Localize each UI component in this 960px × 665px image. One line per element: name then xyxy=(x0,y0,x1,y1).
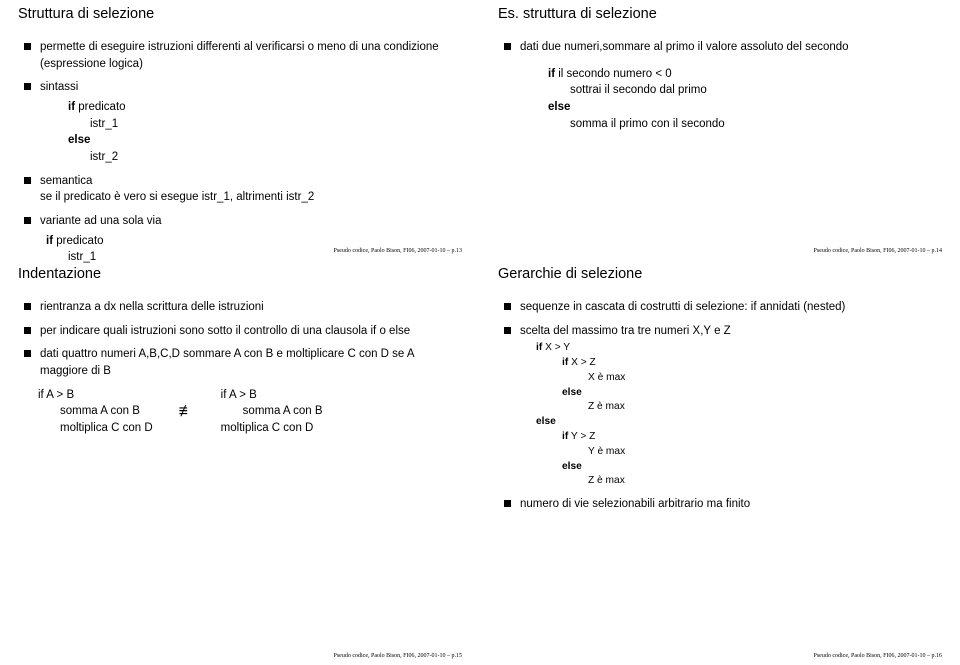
code-text: moltiplica C con D xyxy=(38,420,153,437)
bullet-text: sintassi xyxy=(40,81,78,93)
bullet-text: o xyxy=(376,325,389,337)
code-text: il secondo numero < 0 xyxy=(555,68,672,80)
slide-footer: Pseudo codice, Paolo Bison, FI06, 2007-0… xyxy=(814,652,943,661)
code-text: istr_1 xyxy=(68,116,462,133)
code-text: sottrai il secondo dal primo xyxy=(548,82,942,99)
kw-if: if xyxy=(68,101,75,113)
bullet-item: scelta del massimo tra tre numeri X,Y e … xyxy=(520,323,942,489)
code-text: A > B xyxy=(44,389,74,401)
code-text: A > B xyxy=(226,389,256,401)
code-right: if A > B somma A con B moltiplica C con … xyxy=(221,387,323,437)
bullet-list: sequenze in cascata di costrutti di sele… xyxy=(498,299,942,513)
bullet-list: rientranza a dx nella scrittura delle is… xyxy=(18,299,462,380)
not-equiv-symbol: ≢ xyxy=(179,400,195,423)
bullet-text: dati due numeri,sommare al primo il valo… xyxy=(520,41,849,53)
code-text: Z è max xyxy=(536,400,942,415)
code-text: predicato xyxy=(53,235,104,247)
slide-title: Struttura di selezione xyxy=(18,4,462,25)
code-text: somma A con B xyxy=(38,403,153,420)
kw-else: else xyxy=(548,101,570,113)
bullet-item: dati due numeri,sommare al primo il valo… xyxy=(520,39,942,132)
code-text: istr_2 xyxy=(68,149,462,166)
code-text: Z è max xyxy=(536,474,942,489)
bullet-text: semantica xyxy=(40,175,92,187)
bullet-item: rientranza a dx nella scrittura delle is… xyxy=(40,299,462,316)
bullet-text: permette di eseguire istruzioni differen… xyxy=(40,41,439,70)
bullet-text: rientranza a dx nella scrittura delle is… xyxy=(40,301,264,313)
code-text: Y > Z xyxy=(568,431,595,442)
slide-title: Indentazione xyxy=(18,264,462,285)
code-block: if X > Y if X > Z X è max else Z è max e… xyxy=(536,341,942,489)
bullet-item: permette di eseguire istruzioni differen… xyxy=(40,39,462,72)
kw-else: else xyxy=(562,387,582,398)
kw-else: else xyxy=(389,325,410,337)
bullet-item: per indicare quali istruzioni sono sotto… xyxy=(40,323,462,340)
bullet-item: variante ad una sola via if predicato is… xyxy=(40,213,462,266)
kw-if: if xyxy=(46,235,53,247)
bullet-text: per indicare quali istruzioni sono sotto… xyxy=(40,325,371,337)
kw-else: else xyxy=(68,134,90,146)
slide-14: Es. struttura di selezione dati due nume… xyxy=(480,0,960,260)
bullet-item: sequenze in cascata di costrutti di sele… xyxy=(520,299,942,316)
bullet-item: sintassi if predicato istr_1 else istr_2 xyxy=(40,79,462,165)
kw-else: else xyxy=(536,416,556,427)
code-text: X > Y xyxy=(542,342,570,353)
bullet-text: dati quattro numeri A,B,C,D sommare A co… xyxy=(40,348,414,377)
code-text: somma A con B xyxy=(221,403,323,420)
bullet-text: sequenze in cascata di costrutti di sele… xyxy=(520,301,845,313)
bullet-text: variante ad una sola via xyxy=(40,215,161,227)
code-block: if il secondo numero < 0 sottrai il seco… xyxy=(548,66,942,133)
bullet-text: numero di vie selezionabili arbitrario m… xyxy=(520,498,750,510)
two-column-code: if A > B somma A con B moltiplica C con … xyxy=(38,387,462,437)
slide-title: Es. struttura di selezione xyxy=(498,4,942,25)
code-text: X > Z xyxy=(568,357,595,368)
bullet-list: dati due numeri,sommare al primo il valo… xyxy=(498,39,942,132)
code-text: Y è max xyxy=(536,445,942,460)
slide-16: Gerarchie di selezione sequenze in casca… xyxy=(480,260,960,665)
bullet-item: dati quattro numeri A,B,C,D sommare A co… xyxy=(40,346,462,379)
slide-13: Struttura di selezione permette di esegu… xyxy=(0,0,480,260)
slide-footer: Pseudo codice, Paolo Bison, FI06, 2007-0… xyxy=(334,652,463,661)
code-text: moltiplica C con D xyxy=(221,420,323,437)
code-text: X è max xyxy=(536,371,942,386)
slide-title: Gerarchie di selezione xyxy=(498,264,942,285)
bullet-item: semantica se il predicato è vero si eseg… xyxy=(40,173,462,206)
slide-footer: Pseudo codice, Paolo Bison, FI06, 2007-0… xyxy=(334,247,463,256)
code-text: somma il primo con il secondo xyxy=(548,116,942,133)
kw-if: if xyxy=(548,68,555,80)
bullet-item: numero di vie selezionabili arbitrario m… xyxy=(520,496,942,513)
code-block: if predicato istr_1 else istr_2 xyxy=(68,99,462,166)
kw-else: else xyxy=(562,461,582,472)
slide-footer: Pseudo codice, Paolo Bison, FI06, 2007-0… xyxy=(814,247,943,256)
code-left: if A > B somma A con B moltiplica C con … xyxy=(38,387,153,437)
sub-text: se il predicato è vero si esegue istr_1,… xyxy=(40,189,462,206)
slide-15: Indentazione rientranza a dx nella scrit… xyxy=(0,260,480,665)
code-text: predicato xyxy=(75,101,126,113)
bullet-list: permette di eseguire istruzioni differen… xyxy=(18,39,462,266)
bullet-text: scelta del massimo tra tre numeri X,Y e … xyxy=(520,325,731,337)
